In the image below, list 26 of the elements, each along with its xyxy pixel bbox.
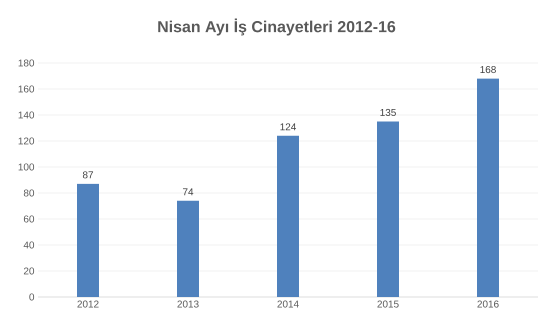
y-tick-label: 80 — [24, 189, 34, 197]
y-tick-label: 20 — [24, 267, 34, 275]
x-tick-label: 2015 — [377, 300, 399, 308]
bar — [277, 136, 299, 297]
y-tick-label: 40 — [24, 241, 34, 249]
x-tick-label: 2014 — [277, 300, 299, 308]
x-tick-label: 2016 — [477, 300, 499, 308]
x-tick-label: 2012 — [77, 300, 99, 308]
bar — [477, 78, 499, 297]
bar — [377, 122, 399, 297]
data-label: 168 — [480, 66, 496, 74]
data-label: 124 — [280, 123, 296, 130]
y-tick-label: 0 — [29, 293, 34, 301]
y-tick-label: 180 — [18, 59, 34, 67]
bar — [177, 200, 199, 297]
bar — [77, 184, 99, 297]
data-label: 87 — [82, 171, 94, 178]
y-tick-label: 140 — [18, 111, 34, 119]
y-tick-label: 160 — [18, 85, 34, 93]
data-label: 135 — [380, 108, 396, 116]
y-tick-label: 100 — [18, 163, 34, 171]
y-tick-label: 60 — [24, 215, 34, 223]
x-tick-label: 2013 — [177, 300, 199, 308]
chart-title: Nisan Ayı İş Cinayetleri 2012-16 — [158, 18, 396, 36]
y-tick-label: 120 — [18, 137, 34, 145]
data-label: 74 — [182, 188, 194, 196]
